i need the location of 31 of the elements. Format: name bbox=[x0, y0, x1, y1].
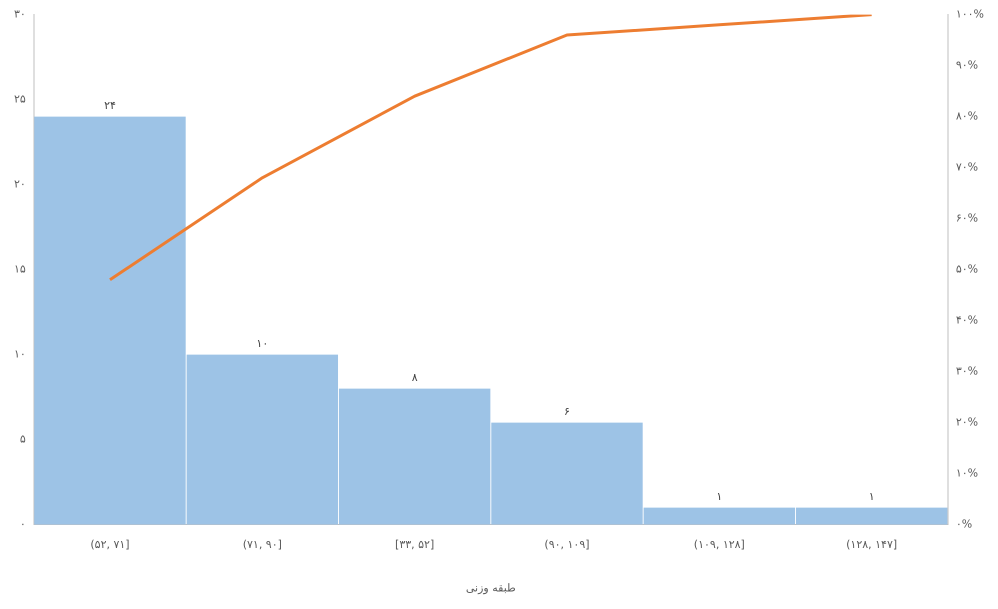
y2-tick-label: ۷۰% bbox=[956, 160, 978, 174]
y-tick-label: ۰ bbox=[20, 517, 26, 530]
y2-tick-label: ۱۰۰% bbox=[956, 7, 984, 20]
x-tick-label: (۵۲, ۷۱] bbox=[90, 538, 130, 552]
data-label: ۱۰ bbox=[256, 336, 268, 350]
y-tick-label: ۵ bbox=[20, 432, 26, 446]
data-label: ۱ bbox=[868, 490, 875, 503]
y2-tick-label: ۳۰% bbox=[956, 364, 978, 378]
y2-tick-label: ۸۰% bbox=[956, 109, 978, 122]
y2-tick-label: ۵۰% bbox=[956, 262, 978, 276]
y-tick-label: ۲۵ bbox=[14, 92, 26, 106]
data-label: ۸ bbox=[412, 370, 418, 384]
x-tick-label: (۱۲۸, ۱۴۷] bbox=[846, 538, 898, 552]
x-tick-label: (۷۱, ۹۰] bbox=[242, 538, 282, 552]
y2-tick-label: ۶۰% bbox=[956, 211, 978, 224]
y-tick-label: ۲۰ bbox=[14, 177, 26, 190]
y-tick-label: ۱۵ bbox=[14, 262, 26, 276]
data-label: ۶ bbox=[564, 404, 570, 418]
data-label: ۲۴ bbox=[104, 98, 116, 112]
x-tick-label: (۱۰۹, ۱۲۸] bbox=[694, 538, 745, 552]
y2-tick-label: ۴۰% bbox=[956, 313, 978, 326]
y2-tick-label: ۲۰% bbox=[956, 415, 978, 428]
y2-tick-label: ۰% bbox=[956, 517, 972, 530]
y2-tick-label: ۱۰% bbox=[956, 466, 978, 480]
x-tick-label: [۳۳, ۵۲] bbox=[395, 538, 434, 552]
data-label: ۱ bbox=[716, 490, 722, 503]
y2-tick-label: ۹۰% bbox=[956, 58, 978, 72]
y-tick-label: ۱۰ bbox=[14, 347, 26, 360]
x-tick-label: (۹۰, ۱۰۹] bbox=[544, 538, 590, 552]
y-tick-label: ۳۰ bbox=[14, 7, 26, 20]
x-axis-title: طبقه وزنی bbox=[466, 581, 516, 594]
